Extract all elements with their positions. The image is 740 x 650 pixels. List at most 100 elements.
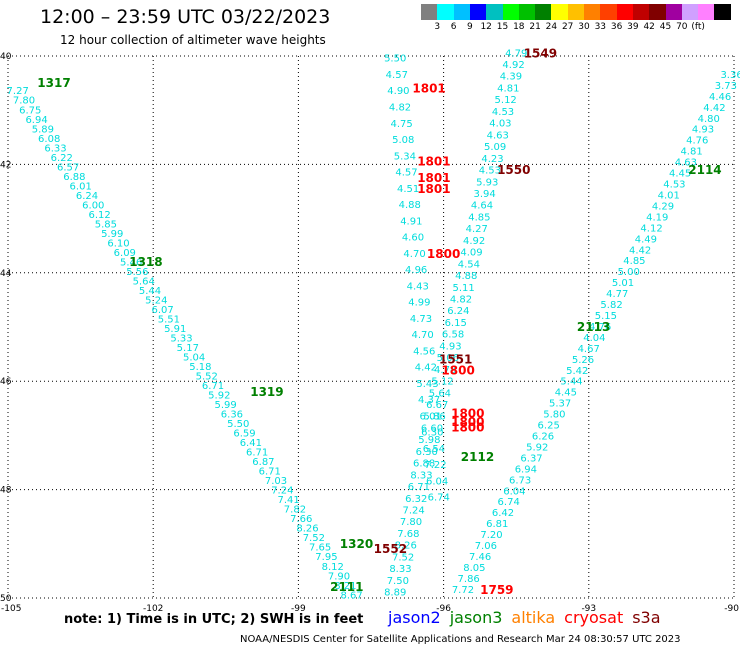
legend-item-altika: altika	[511, 608, 556, 627]
pass-time-label: 1800	[451, 415, 484, 429]
color-scale-label: 6	[450, 22, 457, 32]
wave-height-value: 6.01	[70, 181, 92, 192]
wave-height-value: 7.46	[469, 552, 491, 563]
color-scale-label: 42	[643, 22, 655, 32]
wave-height-value: 8.33	[410, 470, 432, 481]
color-swatch	[437, 4, 455, 20]
wave-height-value: 4.85	[623, 256, 645, 267]
wave-height-value: 7.27	[7, 86, 29, 97]
wave-height-value: 5.00	[618, 267, 640, 278]
wave-height-value: 7.80	[400, 517, 422, 528]
wave-height-value: 4.91	[400, 216, 422, 227]
wave-height-value: 4.63	[675, 158, 697, 169]
wave-height-value: 4.82	[389, 102, 411, 113]
color-swatch	[714, 4, 732, 20]
color-scale-label: 30	[578, 22, 590, 32]
wave-height-value: 6.30	[421, 428, 443, 439]
wave-height-value: 5.04	[183, 353, 205, 364]
wave-height-value: 6.01	[420, 411, 442, 422]
wave-height-value: 4.93	[439, 341, 461, 352]
wave-height-value: 4.90	[387, 86, 409, 97]
wave-height-value: 5.85	[95, 219, 117, 230]
color-scale-label: 33	[594, 22, 607, 32]
pass-time-label: 1550	[497, 163, 530, 177]
wave-height-value: 4.70	[411, 330, 433, 341]
color-scale-label: 12	[480, 22, 492, 32]
page-subtitle: 12 hour collection of altimeter wave hei…	[60, 33, 326, 47]
wave-height-value: 4.53	[479, 166, 501, 177]
wave-height-value: 7.86	[458, 574, 480, 585]
wave-height-value: 4.37	[418, 395, 440, 406]
wave-height-value: 4.19	[646, 212, 668, 223]
legend-item-jason2: jason2	[388, 608, 441, 627]
pass-time-label: 1800	[441, 363, 474, 377]
wave-height-value: 4.77	[606, 289, 628, 300]
color-swatch	[567, 4, 585, 20]
wave-height-value: 6.60	[421, 423, 443, 434]
wave-height-value: 6.12	[88, 210, 110, 221]
pass-time-label: 2114	[688, 163, 721, 177]
legend-item-cryosat: cryosat	[564, 608, 624, 627]
wave-height-value: 3.94	[474, 189, 496, 200]
longitude-label: -96	[436, 604, 451, 614]
wave-height-value: 5.46	[120, 257, 142, 268]
wave-height-value: 7.52	[392, 552, 414, 563]
credit-line: NOAA/NESDIS Center for Satellite Applica…	[240, 634, 681, 645]
color-scale-label: 18	[513, 22, 525, 32]
wave-height-value: 4.01	[658, 190, 680, 201]
wave-height-value: 5.86	[424, 412, 446, 423]
color-swatch	[649, 4, 667, 20]
wave-height-value: 4.43	[407, 281, 429, 292]
wave-height-value: 4.42	[415, 363, 437, 374]
map-axis-labels: 40 42 44 46 48 50-105 -102 -99 -96 -93 -90	[0, 52, 739, 614]
wave-height-value: 5.33	[170, 334, 192, 345]
pass-time-label: 1320	[340, 537, 373, 551]
wave-height-value: 4.09	[460, 248, 482, 259]
wave-height-value: 7.52	[303, 533, 325, 544]
wave-height-value: 6.67	[426, 400, 448, 411]
wave-height-value: 4.80	[698, 114, 720, 125]
wave-height-value: 4.63	[487, 130, 509, 141]
color-swatch	[535, 4, 553, 20]
color-scale-label: (ft)	[691, 22, 705, 32]
color-scale-label: 9	[467, 22, 473, 32]
wave-height-value: 4.04	[583, 333, 605, 344]
wave-height-value: 7.06	[475, 541, 497, 552]
color-scale-label: 3	[434, 22, 441, 32]
wave-height-value: 5.26	[572, 355, 594, 366]
pass-time-label: 1552	[374, 542, 407, 556]
wave-height-value: 6.32	[405, 494, 427, 505]
legend-item-jason3: jason3	[449, 608, 503, 627]
wave-height-value: 6.74	[498, 497, 520, 508]
wave-height-value: 5.08	[392, 135, 414, 146]
color-swatch	[421, 4, 438, 20]
color-swatch	[698, 4, 716, 20]
wave-height-value: 5.06	[437, 353, 459, 364]
pass-time-label: 1801	[417, 171, 450, 185]
wave-height-value: 4.54	[458, 259, 480, 270]
wave-height-value: 5.82	[600, 300, 622, 311]
wave-height-value: 5.15	[595, 311, 617, 322]
wave-height-value: 4.45	[555, 388, 577, 399]
wave-height-value: 5.98	[418, 435, 440, 446]
wave-height-value: 4.53	[663, 180, 685, 191]
legend-item-s3a: s3a	[632, 608, 661, 627]
wave-height-value: 6.30	[416, 447, 438, 458]
wave-height-value: 5.17	[177, 343, 199, 354]
wave-height-value: 6.57	[57, 162, 79, 173]
wave-height-value: 4.99	[408, 298, 430, 309]
wave-height-value: 5.34	[394, 151, 416, 162]
wave-height-value: 6.94	[25, 115, 47, 126]
pass-time-label: 1759	[480, 583, 513, 597]
pass-time-label: 1801	[417, 155, 450, 169]
wave-height-value: 5.91	[164, 324, 186, 335]
wave-height-value: 4.49	[635, 234, 657, 245]
wave-height-value: 8.21	[334, 581, 356, 592]
pass-time-label: 1801	[417, 182, 450, 196]
wave-height-value: 5.93	[476, 177, 498, 188]
wave-height-value: 4.27	[466, 224, 488, 235]
latitude-label: 46	[0, 377, 12, 387]
color-swatch	[453, 4, 471, 20]
wave-height-value: 4.85	[468, 212, 490, 223]
color-swatch	[632, 4, 650, 20]
